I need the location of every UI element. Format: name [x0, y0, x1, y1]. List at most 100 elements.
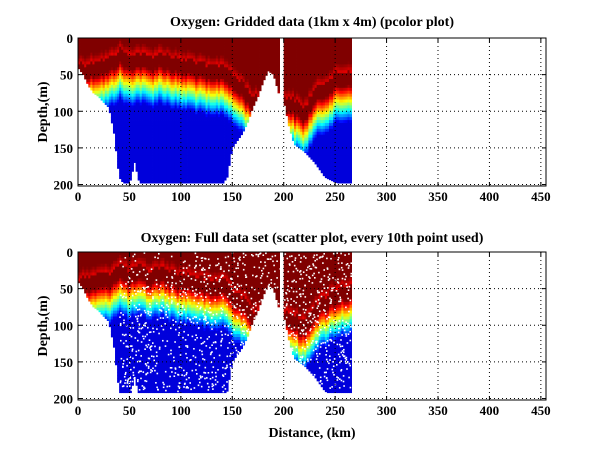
pcolor-cell	[98, 96, 102, 99]
pcolor-cell	[96, 55, 99, 59]
pcolor-cell	[304, 79, 307, 83]
pcolor-cell	[265, 38, 268, 42]
pcolor-cell	[197, 181, 200, 184]
pcolor-cell	[230, 79, 233, 83]
pcolor-cell	[314, 108, 318, 112]
pcolor-cell	[294, 58, 297, 62]
pcolor-cell	[162, 108, 165, 112]
pcolor-cell	[197, 128, 200, 133]
pcolor-cell	[152, 114, 155, 118]
pcolor-cell	[215, 181, 219, 184]
pcolor-cell	[215, 58, 219, 62]
pcolor-cell	[302, 102, 305, 106]
pcolor-cell	[240, 79, 243, 83]
pcolor-cell	[219, 105, 223, 109]
pcolor-cell	[312, 155, 315, 159]
pcolor-cell	[154, 178, 157, 182]
pcolor-cell	[187, 90, 190, 95]
pcolor-cell	[238, 99, 241, 103]
pcolor-cell	[86, 58, 89, 62]
pcolor-cell	[143, 178, 147, 182]
pcolor-cell	[259, 81, 262, 86]
pcolor-cell	[176, 181, 180, 184]
pcolor-cell	[164, 134, 167, 139]
pcolor-cell	[170, 166, 174, 171]
pcolor-cell	[106, 99, 110, 103]
pcolor-cell	[298, 117, 301, 121]
pcolor-cell	[232, 102, 235, 106]
pcolor-cell	[176, 64, 180, 68]
pcolor-cell	[240, 73, 243, 77]
pcolor-cell	[187, 43, 190, 48]
pcolor-cell	[217, 40, 221, 45]
pcolor-cell	[90, 55, 93, 59]
pcolor-cell	[215, 99, 219, 103]
pcolor-cell	[162, 137, 165, 141]
pcolor-cell	[191, 96, 194, 100]
pcolor-cell	[219, 114, 223, 118]
pcolor-cell	[283, 93, 287, 98]
pcolor-cell	[195, 140, 198, 144]
pcolor-cell	[195, 55, 198, 59]
pcolor-cell	[158, 128, 161, 133]
pcolor-cell	[117, 164, 120, 168]
pcolor-cell	[222, 96, 225, 100]
pcolor-cell	[228, 105, 231, 109]
pcolor-cell	[256, 90, 260, 95]
pcolor-cell	[205, 46, 208, 51]
pcolor-cell	[242, 58, 246, 62]
pcolor-cell	[135, 67, 139, 71]
pcolor-cell	[119, 105, 122, 109]
pcolor-cell	[310, 131, 313, 136]
pcolor-cell	[187, 125, 190, 130]
pcolor-cell	[123, 64, 126, 68]
pcolor-cell	[277, 55, 280, 59]
pcolor-cell	[115, 43, 118, 48]
pcolor-cell	[191, 55, 194, 59]
pcolor-cell	[267, 43, 270, 48]
pcolor-cell	[129, 155, 132, 159]
pcolor-cell	[254, 79, 258, 83]
pcolor-cell	[176, 161, 180, 165]
pcolor-cell	[143, 70, 147, 74]
pcolor-cell	[90, 49, 93, 54]
pcolor-cell	[197, 114, 200, 118]
pcolor-cell	[271, 58, 274, 62]
pcolor-cell	[308, 84, 311, 89]
pcolor-cell	[127, 172, 130, 177]
pcolor-cell	[117, 40, 120, 45]
pcolor-cell	[232, 49, 235, 54]
pcolor-cell	[170, 146, 174, 150]
pcolor-cell	[166, 128, 169, 133]
pcolor-cell	[150, 164, 153, 168]
pcolor-cell	[228, 38, 231, 42]
pcolor-cell	[283, 96, 287, 100]
pcolor-cell	[156, 149, 159, 153]
pcolor-cell	[205, 149, 208, 153]
pcolor-cell	[141, 166, 145, 171]
pcolor-cell	[261, 76, 264, 80]
pcolor-cell	[252, 43, 256, 48]
pcolor-cell	[182, 172, 186, 177]
pcolor-cell	[145, 146, 149, 150]
pcolor-cell	[160, 87, 163, 92]
pcolor-cell	[139, 81, 143, 86]
pcolor-cell	[291, 73, 295, 77]
pcolor-cell	[296, 64, 299, 68]
pcolor-cell	[240, 46, 243, 51]
pcolor-cell	[298, 120, 301, 124]
pcolor-cell	[102, 67, 106, 71]
pcolor-cell	[271, 40, 274, 45]
pcolor-cell	[298, 108, 301, 112]
pcolor-cell	[310, 125, 313, 130]
pcolor-cell	[287, 96, 291, 100]
pcolor-cell	[291, 134, 295, 139]
pcolor-cell	[302, 76, 305, 80]
pcolor-cell	[211, 161, 215, 165]
pcolor-cell	[285, 114, 289, 117]
pcolor-cell	[191, 93, 194, 98]
pcolor-cell	[228, 58, 231, 62]
pcolor-cell	[129, 76, 132, 80]
pcolor-cell	[195, 164, 198, 168]
pcolor-cell	[86, 81, 89, 84]
